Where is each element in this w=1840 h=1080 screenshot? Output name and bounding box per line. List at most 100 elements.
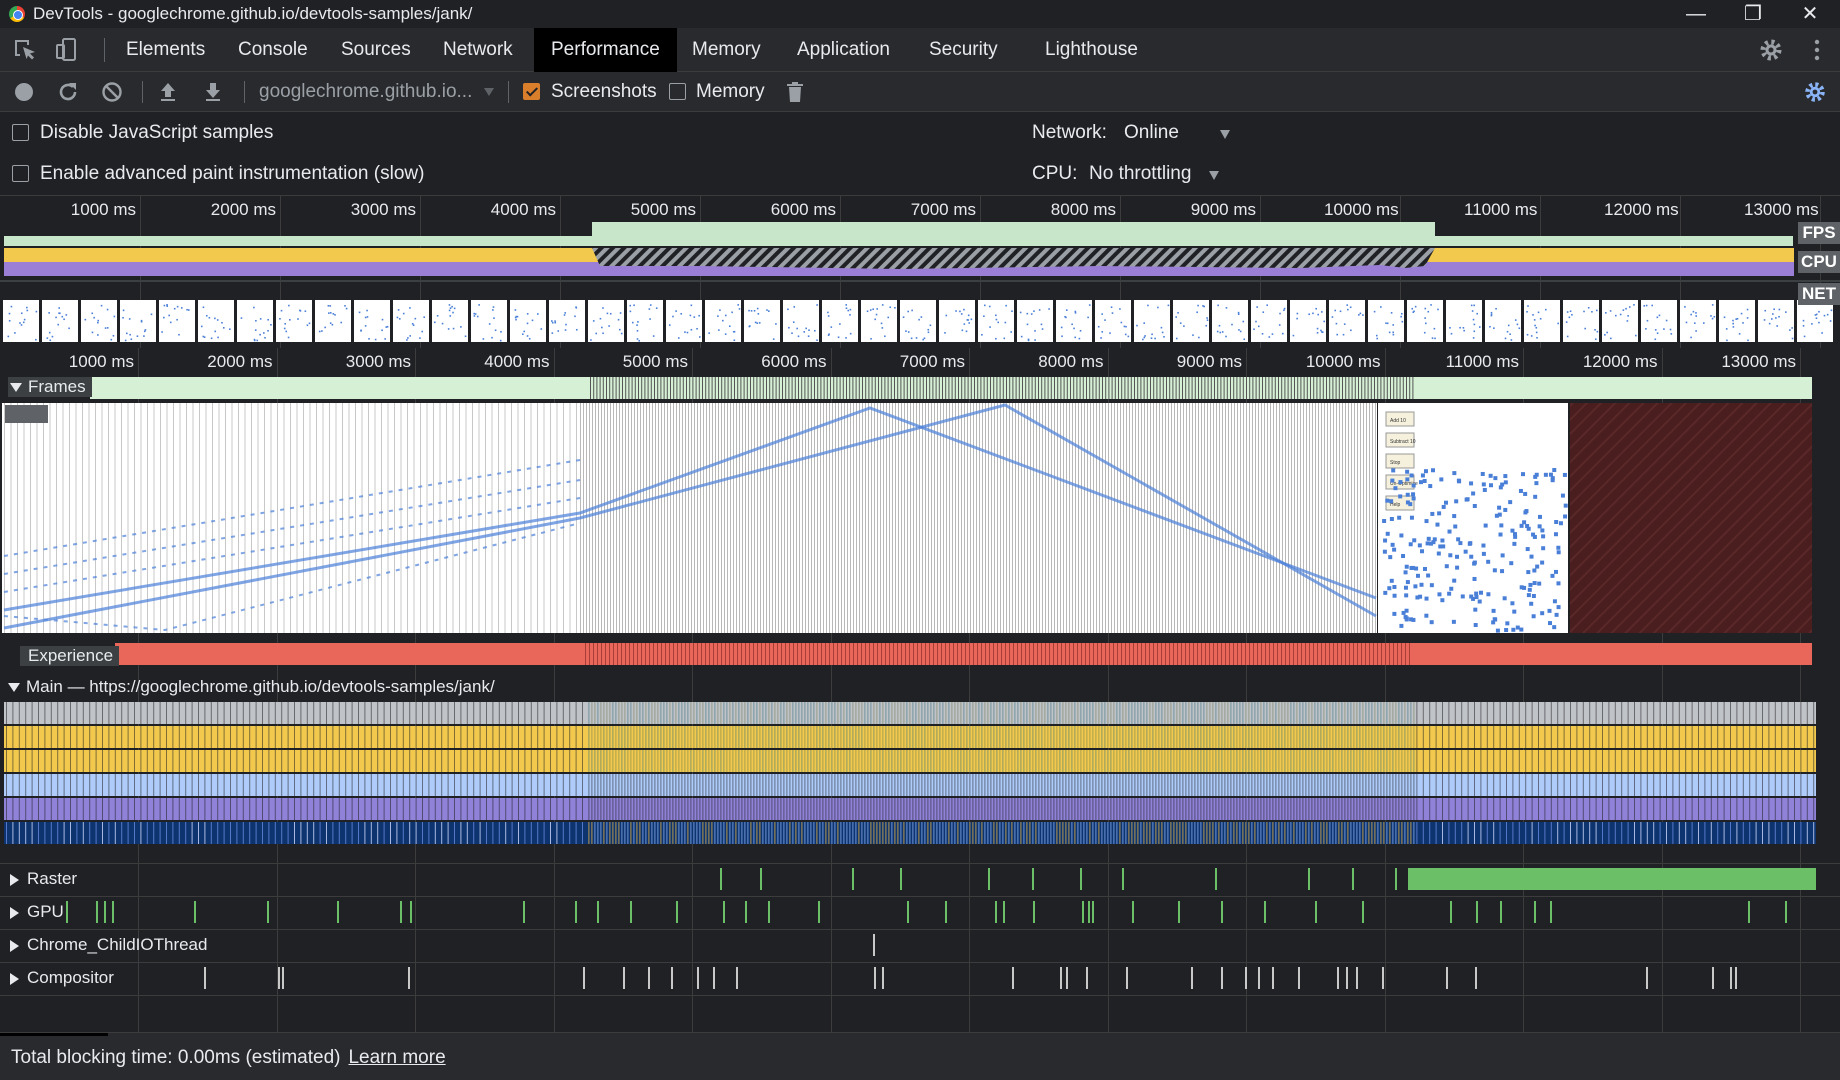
screenshot-thumbnail[interactable] (1602, 300, 1638, 342)
thumbnail-dot (263, 332, 265, 334)
close-icon[interactable]: ✕ (1801, 3, 1819, 25)
main-thread-label[interactable]: Main — https://googlechrome.github.io/de… (8, 677, 495, 697)
cpu-throttle-select[interactable]: No throttling (1089, 163, 1192, 184)
chevron-down-icon[interactable] (1209, 171, 1219, 180)
screenshot-thumbnail[interactable] (198, 300, 234, 342)
tab-network[interactable]: Network (443, 39, 513, 60)
screenshot-thumbnail[interactable] (237, 300, 273, 342)
thumbnail-dot (1038, 309, 1041, 311)
frame-marker (1255, 377, 1257, 399)
screenshot-thumbnail[interactable] (744, 300, 780, 342)
download-icon[interactable] (201, 80, 225, 104)
experience-track-label[interactable]: Experience (20, 646, 120, 666)
screenshot-thumbnail[interactable] (393, 300, 429, 342)
screenshot-thumbnail[interactable] (1758, 300, 1794, 342)
screenshot-thumbnail[interactable] (1563, 300, 1599, 342)
tab-console[interactable]: Console (238, 39, 308, 60)
reload-record-icon[interactable] (56, 80, 80, 104)
url-select[interactable]: googlechrome.github.io... (259, 81, 473, 102)
screenshot-thumbnail[interactable] (1290, 300, 1326, 342)
tab-application[interactable]: Application (797, 39, 890, 60)
memory-checkbox[interactable] (669, 83, 686, 100)
screenshot-thumbnail[interactable] (822, 300, 858, 342)
expand-triangle-icon[interactable] (10, 972, 19, 985)
learn-more-link[interactable]: Learn more (348, 1047, 446, 1068)
screenshot-thumbnail[interactable] (1680, 300, 1716, 342)
screenshot-thumbnail[interactable] (1173, 300, 1209, 342)
minimize-icon[interactable]: — (1686, 3, 1706, 25)
screenshot-thumbnail[interactable] (1329, 300, 1365, 342)
screenshot-thumbnail[interactable] (315, 300, 351, 342)
trash-icon[interactable] (783, 80, 807, 104)
thumbnail-dot (1237, 311, 1240, 314)
screenshot-thumbnail[interactable] (900, 300, 936, 342)
expand-triangle-icon[interactable] (10, 906, 19, 919)
flame-slice-gap (849, 822, 851, 844)
tab-sources[interactable]: Sources (341, 39, 411, 60)
screenshots-checkbox[interactable] (523, 83, 540, 100)
screenshot-thumbnail[interactable] (978, 300, 1014, 342)
inspect-element-icon[interactable] (12, 37, 38, 63)
capture-settings-gear-icon[interactable] (1803, 80, 1827, 104)
gpu-track-label[interactable]: GPU (10, 902, 64, 922)
clear-icon[interactable] (100, 80, 124, 104)
screenshot-thumbnail[interactable] (42, 300, 78, 342)
screenshot-thumbnail[interactable] (1095, 300, 1131, 342)
screenshot-thumbnail[interactable] (1524, 300, 1560, 342)
screenshot-thumbnail[interactable] (861, 300, 897, 342)
tab-security[interactable]: Security (929, 39, 998, 60)
frames-track-label[interactable]: Frames (8, 377, 92, 397)
frame-divider (1330, 403, 1331, 633)
device-toolbar-icon[interactable] (54, 37, 80, 63)
screenshot-thumbnail[interactable] (1017, 300, 1053, 342)
screenshot-thumbnail[interactable] (939, 300, 975, 342)
tab-elements[interactable]: Elements (126, 39, 206, 60)
thumbnail-dot (807, 335, 810, 337)
screenshot-thumbnail[interactable] (1485, 300, 1521, 342)
flame-slice-gap (867, 822, 869, 844)
restore-icon[interactable]: ❐ (1744, 3, 1762, 25)
screenshot-thumbnail[interactable] (783, 300, 819, 342)
collapse-triangle-icon[interactable] (8, 683, 20, 693)
tab-performance[interactable]: Performance (534, 28, 677, 72)
flame-slice-gap (801, 774, 803, 796)
flame-slice-gap (612, 702, 614, 724)
tab-lighthouse[interactable]: Lighthouse (1045, 39, 1138, 60)
screenshot-thumbnail[interactable] (510, 300, 546, 342)
screenshot-thumbnail[interactable] (1797, 300, 1833, 342)
expand-triangle-icon[interactable] (10, 939, 19, 952)
screenshot-thumbnail[interactable] (627, 300, 663, 342)
advanced-paint-checkbox[interactable] (12, 165, 29, 182)
disable-js-samples-checkbox[interactable] (12, 124, 29, 141)
screenshot-thumbnail[interactable] (1719, 300, 1755, 342)
flame-slice-gap (615, 726, 617, 748)
expand-triangle-icon[interactable] (10, 873, 19, 886)
chevron-down-icon[interactable] (484, 88, 494, 96)
screenshot-thumbnail[interactable] (120, 300, 156, 342)
compositor-track-label[interactable]: Compositor (10, 968, 114, 988)
screenshot-thumbnail[interactable] (276, 300, 312, 342)
screenshot-thumbnail[interactable] (666, 300, 702, 342)
raster-track-label[interactable]: Raster (10, 869, 77, 889)
thumbnail-dot (675, 310, 677, 312)
upload-icon[interactable] (156, 80, 180, 104)
timeline-overview[interactable]: 1000 ms 2000 ms 3000 ms 4000 ms 5000 ms 6000 … (0, 196, 1840, 348)
chevron-down-icon[interactable] (1220, 130, 1230, 139)
screenshot-thumbnail[interactable] (1056, 300, 1092, 342)
screenshot-thumbnail[interactable] (1407, 300, 1443, 342)
collapse-triangle-icon[interactable] (10, 383, 22, 393)
tab-memory[interactable]: Memory (692, 39, 761, 60)
record-icon[interactable] (12, 80, 36, 104)
timeline-flame-chart[interactable]: 1000 ms 2000 ms 3000 ms 4000 ms 5000 ms 6000 … (0, 348, 1840, 1032)
screenshot-thumbnail[interactable] (471, 300, 507, 342)
screenshot-thumbnail[interactable] (432, 300, 468, 342)
childio-track-label[interactable]: Chrome_ChildIOThread (10, 935, 207, 955)
screenshot-thumbnail[interactable] (1212, 300, 1248, 342)
screenshot-thumbnail[interactable] (1134, 300, 1170, 342)
screenshot-thumbnail[interactable] (1368, 300, 1404, 342)
more-options-icon[interactable] (1804, 37, 1830, 63)
screenshot-thumbnail[interactable] (1446, 300, 1482, 342)
screenshot-thumbnail[interactable] (354, 300, 390, 342)
network-throttle-select[interactable]: Online (1124, 122, 1179, 143)
settings-gear-icon[interactable] (1758, 37, 1784, 63)
